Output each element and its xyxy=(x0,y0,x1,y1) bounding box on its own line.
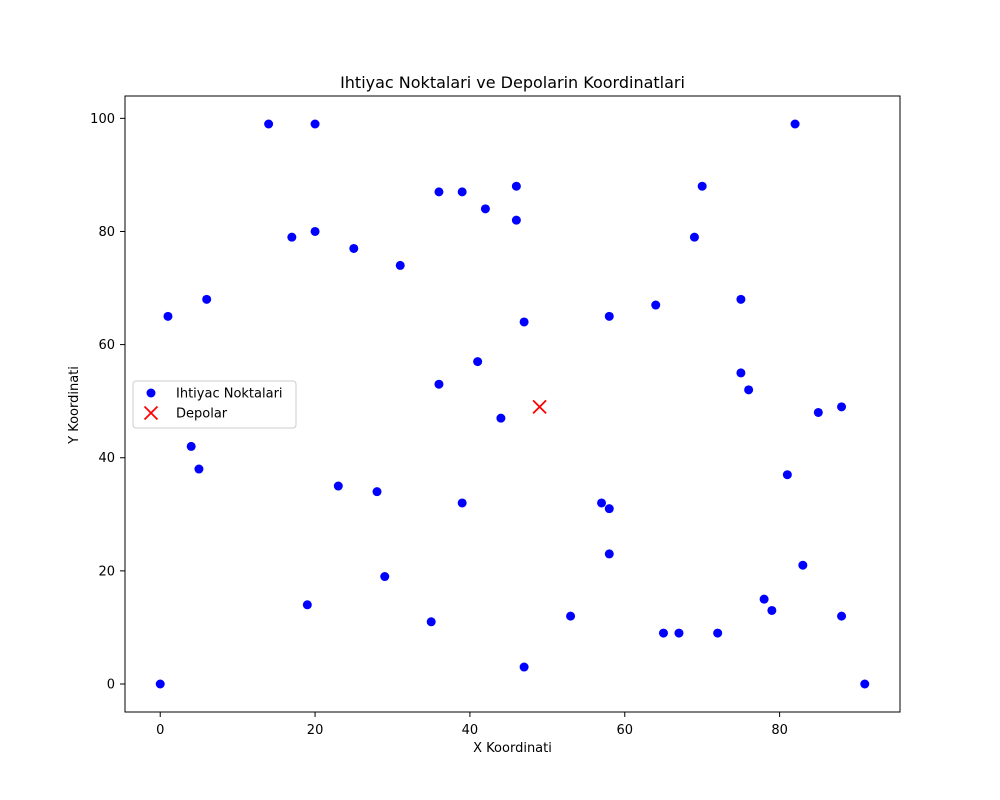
data-point-1-0 xyxy=(532,399,547,414)
data-point-0-24 xyxy=(511,215,521,225)
data-point-0-22 xyxy=(496,413,506,423)
data-point-0-21 xyxy=(480,204,490,214)
data-point-0-29 xyxy=(604,311,614,321)
data-point-0-10 xyxy=(333,481,343,491)
data-point-0-8 xyxy=(310,119,320,129)
x-tick-label-0: 0 xyxy=(156,723,164,738)
data-point-0-46 xyxy=(813,407,823,417)
data-point-0-11 xyxy=(349,243,359,253)
y-axis: 0 20 40 60 80 100 xyxy=(90,112,125,693)
data-point-1-0-stroke-b xyxy=(532,399,547,414)
data-point-0-0 xyxy=(155,679,165,689)
data-point-0-17 xyxy=(434,379,444,389)
data-point-0-41 xyxy=(759,594,769,604)
data-point-0-43 xyxy=(782,470,792,480)
data-point-0-16 xyxy=(434,187,444,197)
data-point-0-30 xyxy=(604,504,614,514)
legend-marker-0 xyxy=(146,388,156,398)
data-point-0-4 xyxy=(202,294,212,304)
data-point-0-49 xyxy=(860,679,870,689)
data-point-0-34 xyxy=(674,628,684,638)
y-tick-label-3: 60 xyxy=(98,338,115,353)
data-point-0-36 xyxy=(697,181,707,191)
data-point-0-27 xyxy=(566,611,576,621)
legend-entry-0: Ihtiyac Noktalari xyxy=(146,387,283,402)
data-point-0-40 xyxy=(744,385,754,395)
data-point-0-12 xyxy=(372,487,382,497)
data-point-0-45 xyxy=(798,560,808,570)
data-point-0-23 xyxy=(511,181,521,191)
chart-title: Ihtiyac Noktalari ve Depolarin Koordinat… xyxy=(340,73,685,92)
plot-area xyxy=(124,95,901,713)
data-point-0-33 xyxy=(658,628,668,638)
data-point-0-13 xyxy=(380,572,390,582)
data-point-0-31 xyxy=(604,549,614,559)
data-point-0-1 xyxy=(163,311,173,321)
data-point-0-7 xyxy=(302,600,312,610)
data-point-0-6 xyxy=(287,232,297,242)
x-axis-label: X Koordinati xyxy=(473,741,552,756)
x-axis: 0 20 40 60 80 xyxy=(156,712,788,738)
y-axis-label: Y Koordinati xyxy=(67,366,82,445)
data-point-0-19 xyxy=(457,498,467,508)
legend-marker-1-stroke-b xyxy=(143,405,159,421)
data-point-0-38 xyxy=(736,294,746,304)
data-point-0-35 xyxy=(689,232,699,242)
data-point-0-32 xyxy=(651,300,661,310)
y-tick-label-0: 0 xyxy=(107,678,115,693)
data-point-0-37 xyxy=(713,628,723,638)
data-point-0-28 xyxy=(597,498,607,508)
data-point-0-48 xyxy=(837,611,847,621)
legend-marker-1 xyxy=(143,405,159,421)
data-point-0-14 xyxy=(395,260,405,270)
legend-entry-1: Depolar xyxy=(143,405,228,422)
legend-label-1: Depolar xyxy=(176,407,228,422)
y-tick-label-5: 100 xyxy=(90,112,115,127)
y-tick-label-4: 80 xyxy=(98,225,115,240)
series-1 xyxy=(532,399,547,414)
data-point-0-44 xyxy=(790,119,800,129)
data-point-0-3 xyxy=(194,464,204,474)
legend-label-0: Ihtiyac Noktalari xyxy=(176,387,283,402)
data-point-0-26 xyxy=(519,662,529,672)
x-tick-label-4: 80 xyxy=(771,723,788,738)
x-tick-label-3: 60 xyxy=(616,723,633,738)
x-tick-label-2: 40 xyxy=(462,723,479,738)
legend: Ihtiyac Noktalari Depolar xyxy=(132,380,297,429)
y-tick-label-1: 20 xyxy=(98,564,115,579)
data-point-0-2 xyxy=(186,441,196,451)
data-point-0-15 xyxy=(426,617,436,627)
data-point-0-18 xyxy=(457,187,467,197)
data-point-0-39 xyxy=(736,368,746,378)
legend-box xyxy=(132,380,297,429)
plot-frame xyxy=(124,95,901,713)
data-point-0-20 xyxy=(473,357,483,367)
data-point-0-25 xyxy=(519,317,529,327)
data-point-0-9 xyxy=(310,226,320,236)
data-point-0-42 xyxy=(767,605,777,615)
y-tick-label-2: 40 xyxy=(98,451,115,466)
x-tick-label-1: 20 xyxy=(307,723,324,738)
data-point-0-5 xyxy=(264,119,274,129)
data-point-0-47 xyxy=(837,402,847,412)
series-0 xyxy=(155,119,870,689)
